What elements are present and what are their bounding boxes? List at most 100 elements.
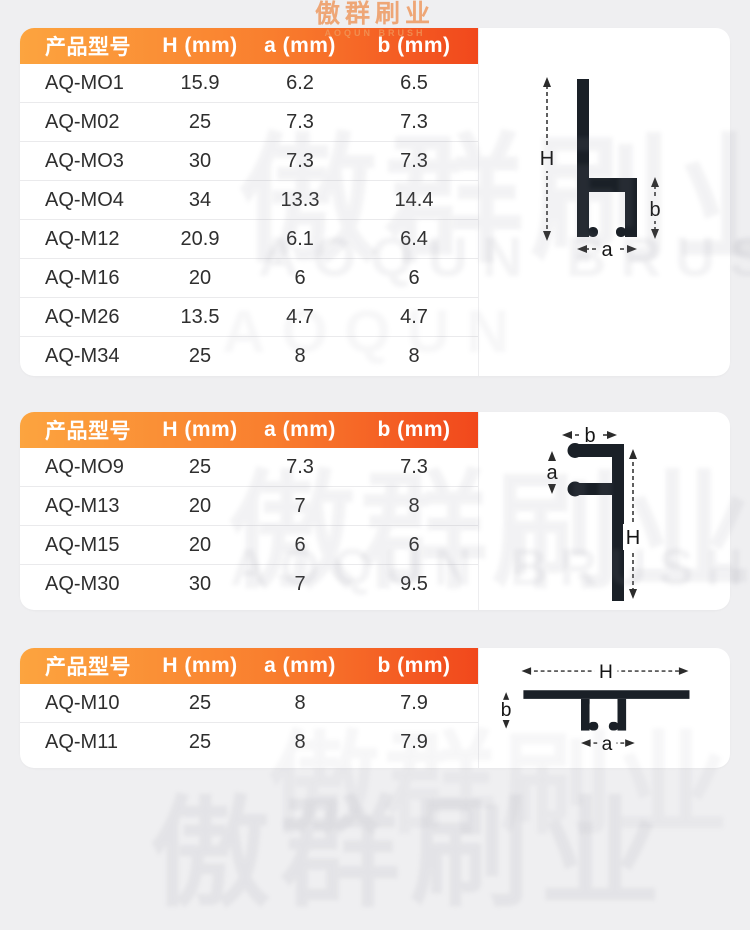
svg-text:b: b [584, 425, 595, 447]
value-cell: 7.9 [350, 722, 478, 761]
spec-table-1: 产品型号 H (mm) a (mm) b (mm) AQ-MO1 15.9 6.2 6… [20, 28, 478, 375]
model-cell: AQ-MO3 [20, 141, 150, 181]
table-row: AQ-MO3 30 7.3 7.3 [20, 141, 478, 181]
model-cell: AQ-M10 [45, 691, 120, 714]
table-header-row: 产品型号 H (mm) a (mm) b (mm) [20, 28, 478, 64]
value-cell: 7.3 [250, 102, 350, 142]
model-cell: AQ-MO9 [45, 455, 124, 478]
value-cell: 7.3 [400, 455, 428, 478]
profile-diagram-panel-3: H b [478, 648, 730, 768]
value-cell: 25 [150, 722, 250, 761]
value-cell: 6.5 [400, 71, 428, 94]
model-cell: AQ-M12 [20, 219, 150, 259]
value-cell: 6.4 [350, 219, 478, 259]
svg-text:b: b [500, 700, 511, 721]
dimension-arrow-b: b [644, 177, 665, 239]
dimension-arrow-a: a [576, 238, 637, 261]
value-cell: 4.7 [350, 297, 478, 337]
value-cell: 25 [150, 102, 250, 142]
value-cell: 6 [250, 525, 350, 565]
dimension-arrow-a: a [541, 451, 562, 494]
table-row: AQ-M15 20 6 6 [20, 525, 478, 565]
svg-text:H: H [625, 527, 639, 549]
value-cell: 7.9 [400, 691, 428, 714]
t-profile-diagram: H b [496, 659, 689, 755]
profile-diagram-panel-1: H b [478, 28, 730, 376]
value-cell: 20 [150, 486, 250, 526]
spec-table-wrap: 产品型号 H (mm) a (mm) b (mm) AQ-M10 25 8 7.9 AQ… [20, 648, 478, 768]
svg-text:a: a [601, 239, 613, 261]
value-cell: 30 [150, 141, 250, 181]
value-cell: 6 [350, 258, 478, 298]
spec-table-wrap: 产品型号 H (mm) a (mm) b (mm) AQ-MO1 15.9 6.2 6… [20, 28, 478, 376]
table-row: AQ-M02 25 7.3 7.3 [20, 102, 478, 142]
value-cell: 7.3 [350, 102, 478, 142]
dimension-arrow-a: a [580, 731, 635, 755]
model-cell: AQ-M13 [20, 486, 150, 526]
value-cell: 25 [188, 455, 212, 478]
h-profile-diagram: H b [534, 77, 665, 261]
svg-text:b: b [649, 199, 660, 221]
value-cell: 25 [188, 691, 212, 714]
col-header-b: b (mm) [377, 654, 451, 677]
value-cell: 8 [350, 336, 478, 375]
value-cell: 20 [150, 258, 250, 298]
spec-table-2: 产品型号 H (mm) a (mm) b (mm) AQ-MO9 25 7.3 7.3… [20, 412, 478, 603]
value-cell: 8 [250, 722, 350, 761]
table-row: AQ-MO4 34 13.3 14.4 [20, 180, 478, 220]
value-cell: 7 [250, 564, 350, 603]
col-header-a: a (mm) [264, 654, 336, 677]
svg-text:a: a [546, 462, 558, 484]
value-cell: 14.4 [350, 180, 478, 220]
spec-table-wrap: 产品型号 H (mm) a (mm) b (mm) AQ-MO9 25 7.3 7.3… [20, 412, 478, 610]
table-row: AQ-M26 13.5 4.7 4.7 [20, 297, 478, 337]
value-cell: 13.5 [150, 297, 250, 337]
value-cell: 6.1 [250, 219, 350, 259]
watermark-chinese-4: 傲群刷业 [150, 787, 670, 921]
value-cell: 9.5 [350, 564, 478, 603]
brand-logo-chinese: 傲群刷业 [314, 0, 436, 28]
profile-diagram-panel-2: b a [478, 412, 730, 610]
value-cell: 13.3 [250, 180, 350, 220]
table-row: AQ-M30 30 7 9.5 [20, 564, 478, 603]
value-cell: 6 [250, 258, 350, 298]
value-cell: 34 [150, 180, 250, 220]
svg-text:H: H [539, 148, 553, 170]
value-cell: 20 [150, 525, 250, 565]
value-cell: 8 [294, 691, 306, 714]
model-cell: AQ-M15 [20, 525, 150, 565]
model-cell: AQ-MO4 [20, 180, 150, 220]
model-cell: AQ-M34 [20, 336, 150, 375]
table-row: AQ-MO1 15.9 6.2 6.5 [20, 64, 478, 103]
model-cell: AQ-MO1 [45, 71, 124, 94]
spec-card-t-profile: 产品型号 H (mm) a (mm) b (mm) AQ-M10 25 8 7.9 AQ… [20, 648, 730, 768]
dimension-arrow-H: H [520, 659, 689, 683]
col-header-model: 产品型号 [45, 36, 131, 59]
value-cell: 8 [350, 486, 478, 526]
table-header-row: 产品型号 H (mm) a (mm) b (mm) [20, 412, 478, 448]
value-cell: 30 [150, 564, 250, 603]
table-row: AQ-M12 20.9 6.1 6.4 [20, 219, 478, 259]
spec-table-3: 产品型号 H (mm) a (mm) b (mm) AQ-M10 25 8 7.9 AQ… [20, 648, 478, 761]
f-profile-shape [567, 443, 624, 601]
col-header-h: H (mm) [162, 418, 238, 441]
value-cell: 20.9 [150, 219, 250, 259]
value-cell: 6.2 [286, 71, 314, 94]
value-cell: 8 [250, 336, 350, 375]
svg-text:a: a [601, 734, 612, 755]
dimension-arrow-b: b [561, 423, 617, 447]
value-cell: 4.7 [250, 297, 350, 337]
model-cell: AQ-M30 [20, 564, 150, 603]
col-header-b: b (mm) [377, 34, 451, 57]
col-header-h: H (mm) [162, 34, 238, 57]
col-header-a: a (mm) [264, 418, 336, 441]
col-header-a: a (mm) [264, 34, 336, 57]
spec-card-f-profile: 产品型号 H (mm) a (mm) b (mm) AQ-MO9 25 7.3 7.3… [20, 412, 730, 610]
model-cell: AQ-M16 [20, 258, 150, 298]
spec-card-h-profile: 产品型号 H (mm) a (mm) b (mm) AQ-MO1 15.9 6.2 6… [20, 28, 730, 376]
dimension-arrow-H: H [534, 77, 559, 241]
table-row: AQ-M10 25 8 7.9 [20, 684, 478, 723]
table-row: AQ-M11 25 8 7.9 [20, 722, 478, 761]
table-row: AQ-M16 20 6 6 [20, 258, 478, 298]
col-header-model: 产品型号 [45, 420, 131, 443]
